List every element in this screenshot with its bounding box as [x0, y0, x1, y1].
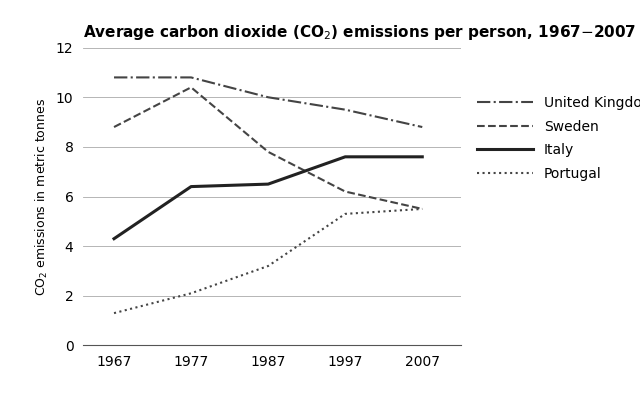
Portugal: [188, 291, 195, 296]
Portugal: [110, 311, 118, 316]
Italy: [110, 236, 118, 241]
United Kingdom: [110, 75, 118, 80]
Legend: United Kingdom, Sweden, Italy, Portugal: United Kingdom, Sweden, Italy, Portugal: [472, 90, 640, 187]
Line: Italy: Italy: [114, 157, 422, 239]
United Kingdom: [419, 125, 426, 129]
Portugal: [264, 264, 272, 268]
Line: United Kingdom: United Kingdom: [114, 77, 422, 127]
Text: Average carbon dioxide (CO$_2$) emissions per person, 1967$-$2007: Average carbon dioxide (CO$_2$) emission…: [83, 23, 637, 42]
Sweden: [419, 206, 426, 211]
Sweden: [110, 125, 118, 129]
Italy: [188, 184, 195, 189]
Italy: [341, 154, 349, 159]
Y-axis label: CO$_2$ emissions in metric tonnes: CO$_2$ emissions in metric tonnes: [34, 98, 51, 295]
Italy: [264, 182, 272, 187]
Line: Portugal: Portugal: [114, 209, 422, 313]
Line: Sweden: Sweden: [114, 87, 422, 209]
Portugal: [341, 212, 349, 216]
United Kingdom: [341, 107, 349, 112]
Sweden: [264, 150, 272, 154]
United Kingdom: [264, 95, 272, 100]
Italy: [419, 154, 426, 159]
Sweden: [188, 85, 195, 90]
Portugal: [419, 206, 426, 211]
Sweden: [341, 189, 349, 194]
United Kingdom: [188, 75, 195, 80]
